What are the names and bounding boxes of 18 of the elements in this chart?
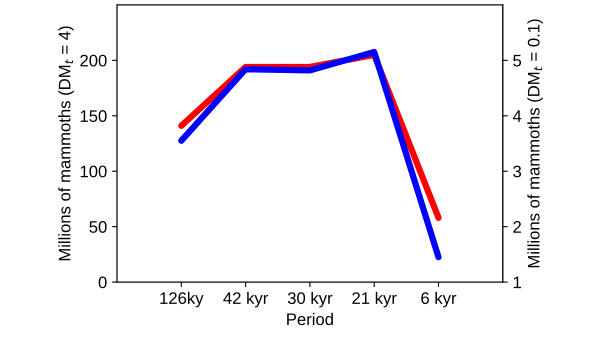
x-tick-label: 21 kyr [352, 292, 397, 308]
y2-tick-label: 5 [513, 54, 522, 67]
y2-tick-label: 3 [513, 166, 522, 178]
y-axis-title: Millions of mammoths (DM$_{t}$ = 4) [58, 26, 74, 260]
x-tick-label: 126ky [160, 292, 204, 308]
y-tick-label: 100 [80, 166, 107, 178]
x-tick-label: 6 kyr [421, 292, 456, 308]
x-axis-title: Period [287, 312, 333, 326]
y2-tick-label: 2 [513, 221, 521, 233]
y-tick-label: 150 [80, 110, 107, 122]
y2-tick-label: 4 [512, 110, 522, 122]
y2-tick-label: 1 [514, 276, 521, 288]
x-tick-label: 30 kyr [288, 292, 332, 308]
x-tick-label: 42 kyr [223, 292, 268, 308]
y-tick-label: 0 [98, 276, 107, 288]
y-tick-label: 50 [89, 221, 107, 233]
y2-axis-title: Millions of mammoths (DM$_{t}$ = 0.1) [527, 19, 543, 268]
y-tick-label: 200 [80, 54, 107, 67]
